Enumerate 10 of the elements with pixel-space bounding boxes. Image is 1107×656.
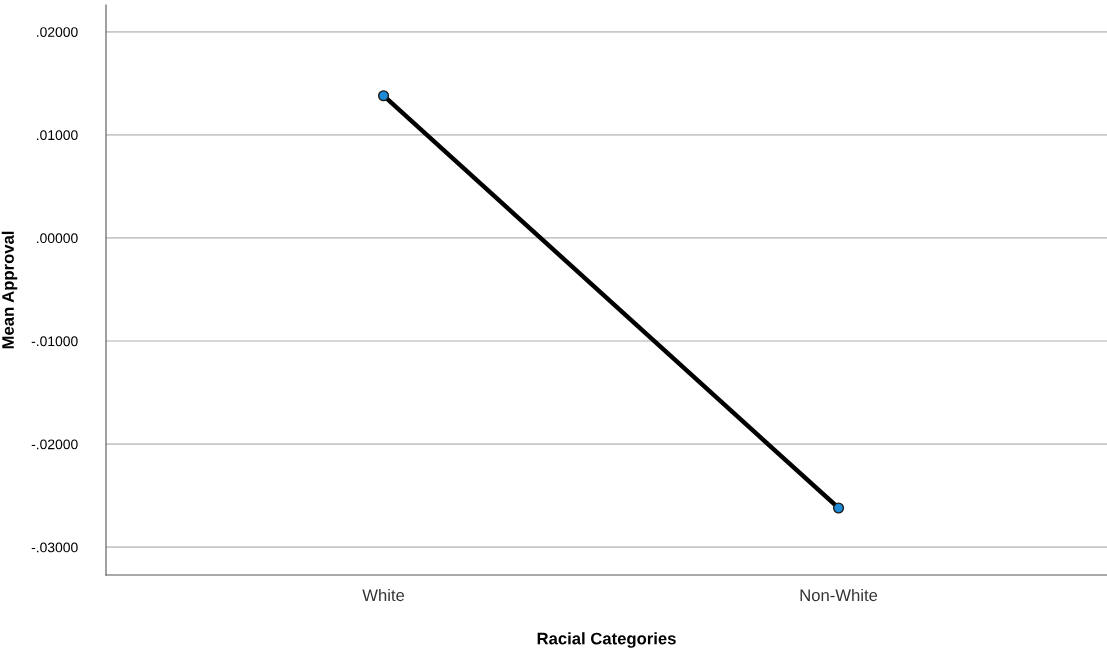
x-axis-title: Racial Categories <box>537 632 676 648</box>
y-tick-label: -.02000 <box>31 439 78 450</box>
y-tick-label: -.01000 <box>31 336 78 347</box>
x-tick-label: White <box>362 588 405 602</box>
y-tick-label: .01000 <box>37 130 78 141</box>
y-tick-label: -.03000 <box>31 542 78 553</box>
y-tick-label: .00000 <box>37 233 78 244</box>
x-tick-label: Non-White <box>800 588 878 602</box>
y-axis-title: Mean Approval <box>1 231 18 349</box>
y-tick-label: .02000 <box>37 27 78 37</box>
